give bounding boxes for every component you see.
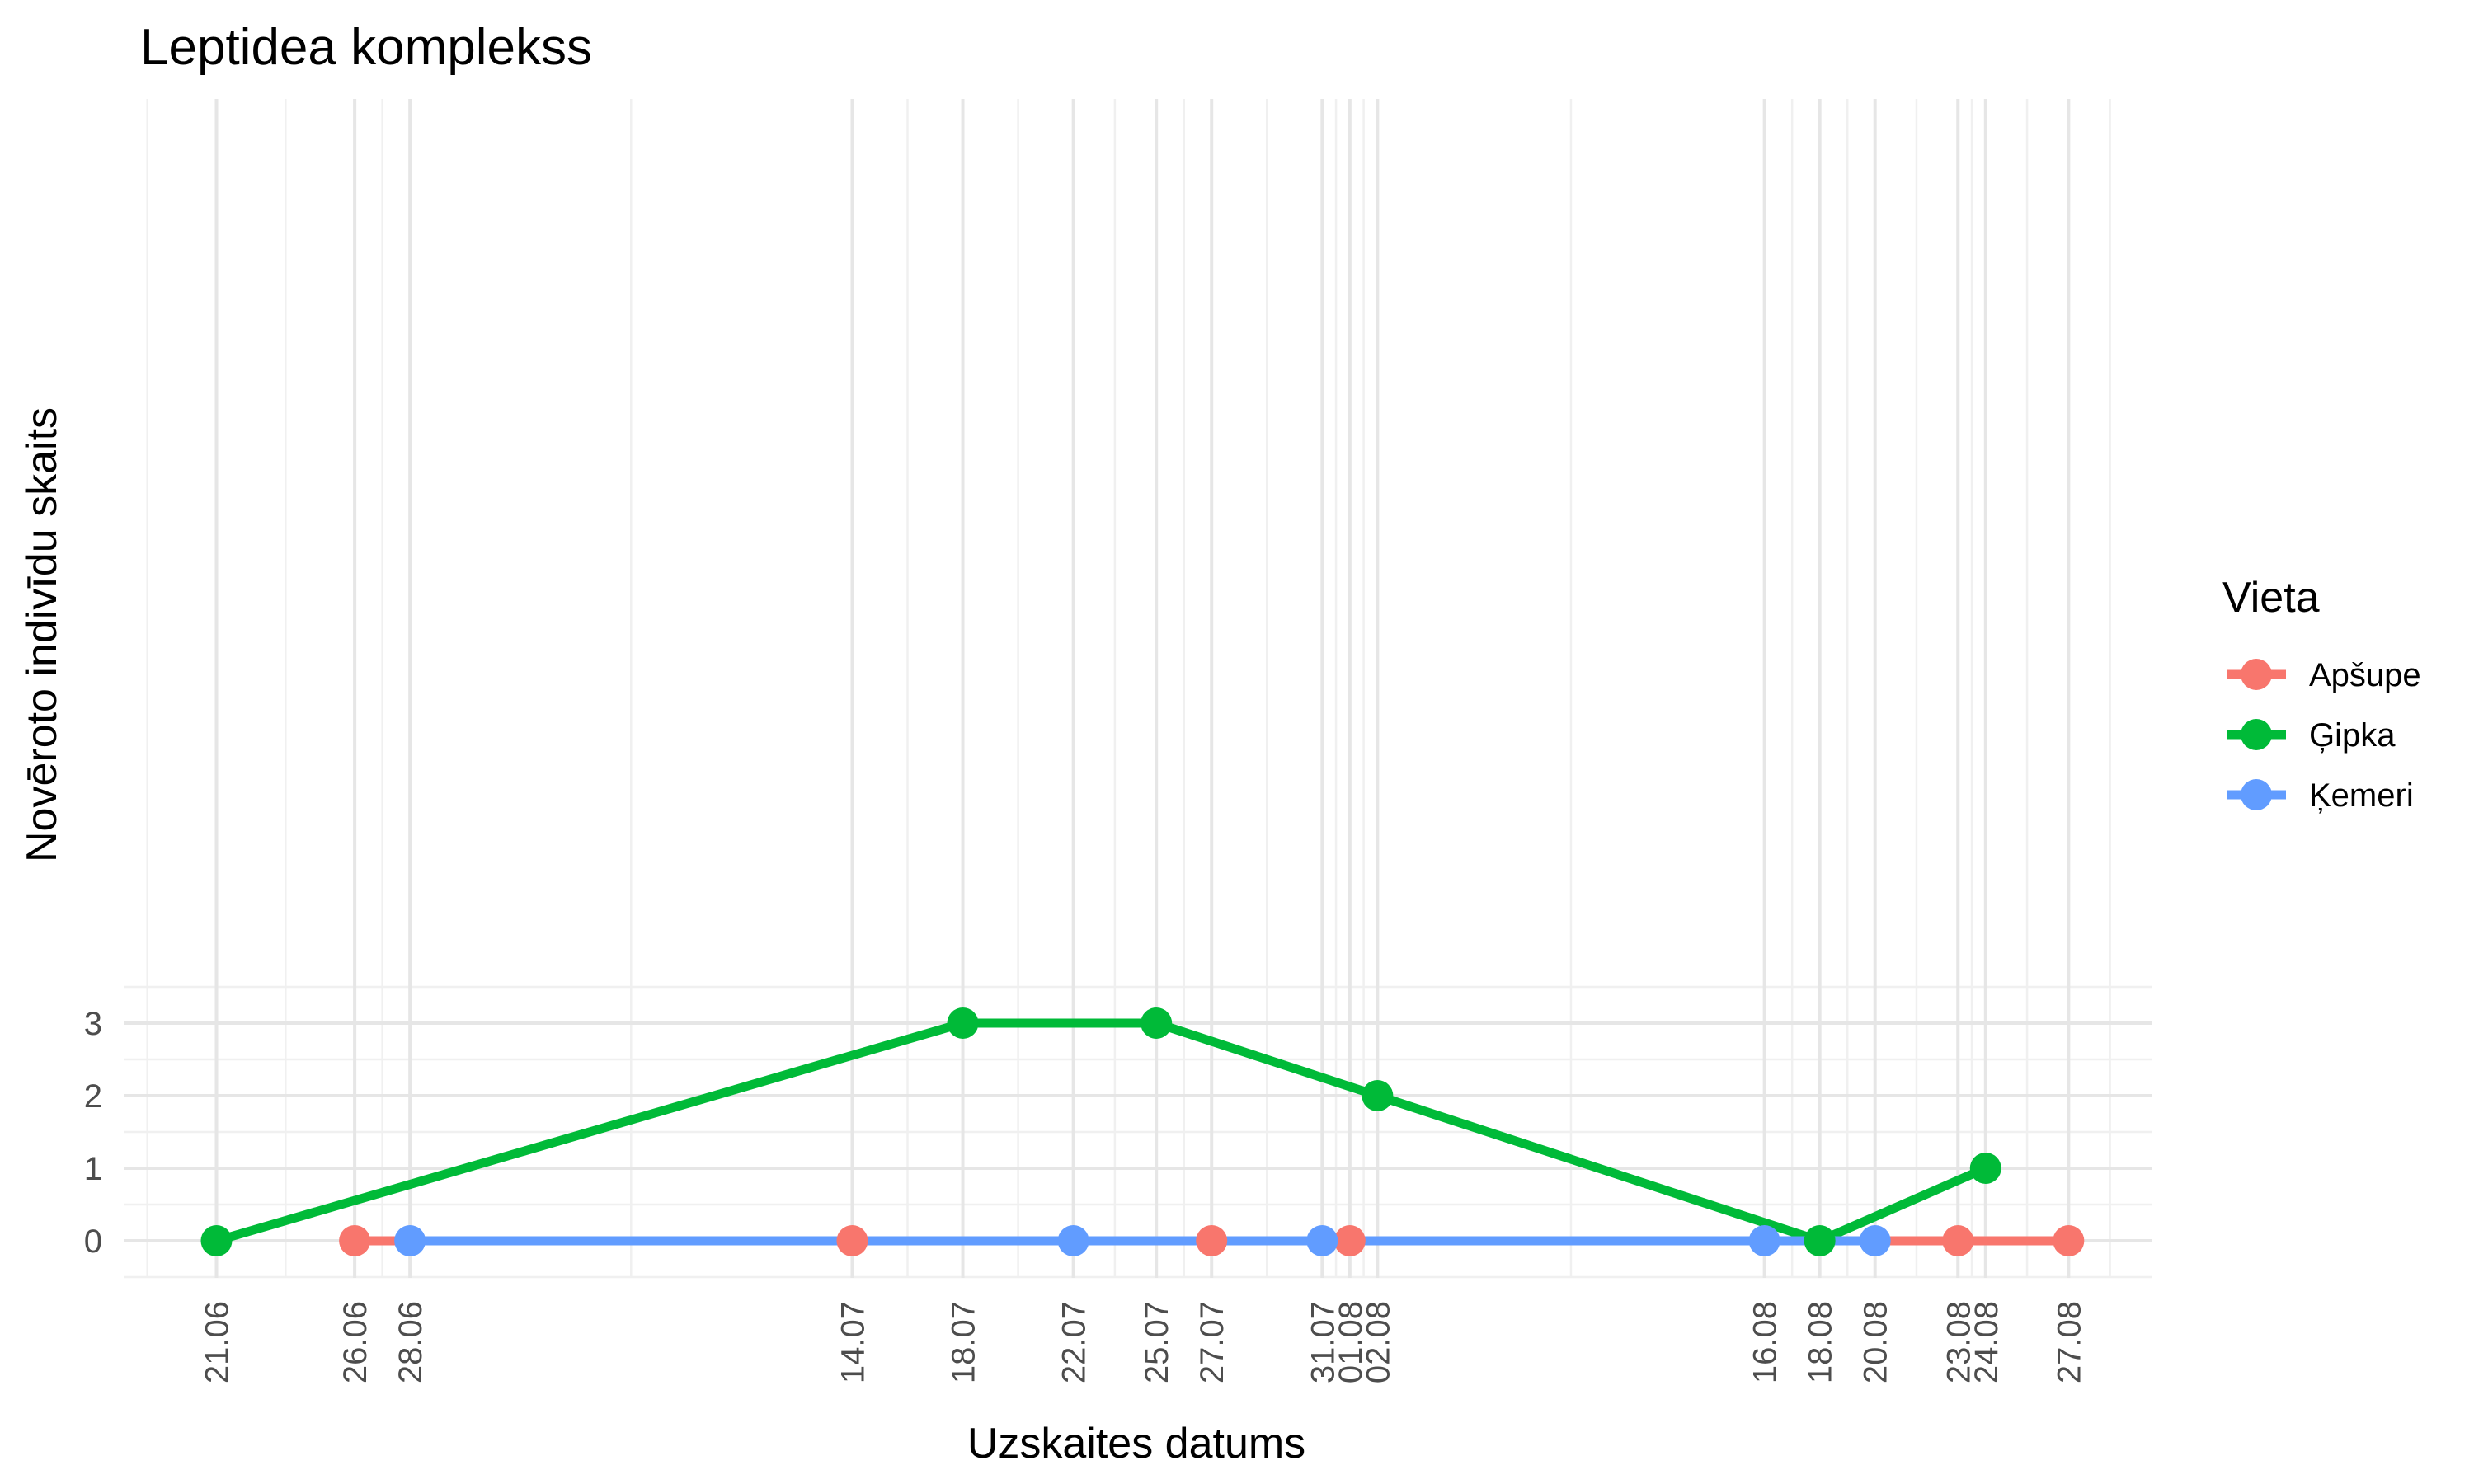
x-tick-label: 23.08 [1940, 1301, 1977, 1383]
x-tick-label: 25.07 [1139, 1301, 1175, 1383]
grid [124, 99, 2152, 1279]
y-tick-label: 0 [84, 1223, 102, 1260]
x-tick-label: 21.06 [200, 1301, 236, 1383]
data-point [1969, 1153, 2001, 1184]
data-point [1804, 1225, 1836, 1256]
data-point [339, 1225, 371, 1256]
data-point [1196, 1225, 1228, 1256]
x-tick-label: 27.08 [2051, 1301, 2087, 1383]
x-tick-label: 16.08 [1747, 1301, 1784, 1383]
data-point [947, 1007, 979, 1039]
x-tick-label: 01.08 [1333, 1301, 1369, 1383]
x-tick-label: 24.08 [1968, 1301, 2005, 1383]
data-point [1859, 1225, 1891, 1256]
y-tick-label: 1 [84, 1151, 102, 1187]
series-line [214, 1018, 1987, 1246]
y-tick-labels: 0 1 2 3 [84, 1006, 102, 1260]
data-point [200, 1225, 233, 1256]
data-point [1942, 1225, 1974, 1256]
legend-label: Apšupe [2309, 657, 2421, 693]
y-tick-label: 3 [84, 1006, 102, 1042]
data-point [1362, 1080, 1394, 1111]
x-tick-label: 27.07 [1194, 1301, 1230, 1383]
x-tick-label: 18.08 [1803, 1301, 1839, 1383]
x-tick-label: 26.06 [337, 1301, 374, 1383]
x-tick-label: 14.07 [835, 1301, 871, 1383]
x-axis-title: Uzskaites datums [967, 1420, 1305, 1468]
x-tick-label: 02.08 [1360, 1301, 1396, 1383]
y-axis-title: Novēroto indivīdu skaits [18, 407, 66, 862]
legend: Apšupe Ģipka Ķemeri [2227, 657, 2421, 814]
data-point [2053, 1225, 2085, 1256]
x-tick-label: 31.07 [1305, 1301, 1341, 1383]
data-point [1333, 1225, 1366, 1256]
data-point [1748, 1225, 1780, 1256]
y-tick-label: 2 [84, 1078, 102, 1115]
data-point [1141, 1007, 1173, 1039]
legend-label: Ģipka [2309, 717, 2396, 754]
series-points [200, 1007, 2085, 1256]
x-tick-labels: 21.06 26.06 28.06 14.07 18.07 22.07 25.07 27.07… [200, 1301, 2088, 1383]
x-tick-label: 18.07 [946, 1301, 982, 1383]
chart-title: Leptidea komplekss [140, 19, 592, 76]
data-point [1306, 1225, 1338, 1256]
legend-key-point [2241, 779, 2272, 810]
legend-key-point [2241, 719, 2272, 750]
data-point [394, 1225, 426, 1256]
legend-label: Ķemeri [2309, 777, 2414, 814]
legend-key-point [2241, 659, 2272, 690]
x-tick-label: 22.07 [1056, 1301, 1093, 1383]
x-tick-label: 20.08 [1858, 1301, 1894, 1383]
data-point [1057, 1225, 1089, 1256]
legend-title: Vieta [2222, 574, 2320, 622]
data-point [836, 1225, 868, 1256]
x-tick-label: 28.06 [393, 1301, 429, 1383]
